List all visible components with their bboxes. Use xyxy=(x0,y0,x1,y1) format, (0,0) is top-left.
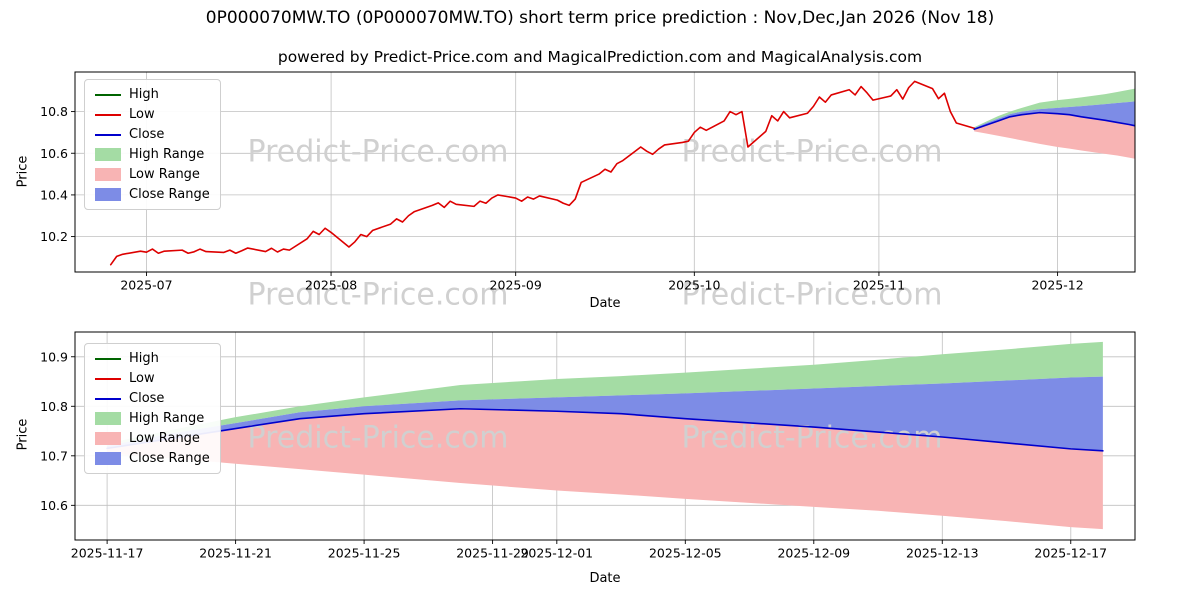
legend-label: Low xyxy=(129,107,155,122)
plot-border-chart1 xyxy=(74,331,1136,541)
bands-group-chart0 xyxy=(974,88,1135,159)
y-tick-label: 10.2 xyxy=(40,229,68,244)
x-tick-label: 2025-11-17 xyxy=(71,546,144,561)
legend-patch-swatch xyxy=(95,168,121,181)
low-range-band xyxy=(974,112,1135,159)
watermark-text: Predict-Price.com xyxy=(682,421,943,456)
legend-item-close: Close xyxy=(95,127,210,142)
legend-label: Close xyxy=(129,391,165,406)
legend-patch-swatch xyxy=(95,188,121,201)
legend-label: Low Range xyxy=(129,167,200,182)
y-tick-label: 10.9 xyxy=(40,349,68,364)
legend-item-close-range: Close Range xyxy=(95,187,210,202)
legend-label: High xyxy=(129,87,159,102)
legend-item-high: High xyxy=(95,351,210,366)
x-tick-label: 2025-12-17 xyxy=(1034,546,1107,561)
close-range-band xyxy=(107,376,1103,451)
top-chart-legend: High Low Close High Range Low Range Close Ran… xyxy=(84,79,221,210)
legend-label: Low Range xyxy=(129,431,200,446)
x-tick-label: 2025-11-25 xyxy=(328,546,401,561)
x-tick-label: 2025-12-05 xyxy=(649,546,722,561)
legend-item-close: Close xyxy=(95,391,210,406)
legend-line-swatch xyxy=(95,113,121,116)
y-tick-label: 10.6 xyxy=(40,498,68,513)
legend-line-swatch xyxy=(95,357,121,360)
y-tick-label: 10.7 xyxy=(40,448,68,463)
series-group-chart1 xyxy=(106,407,1104,452)
x-tick-label: 2025-12-13 xyxy=(906,546,979,561)
x-tick-label: 2025-12 xyxy=(1031,278,1083,293)
legend-patch-swatch xyxy=(95,452,121,465)
legend-item-low-range: Low Range xyxy=(95,167,210,182)
close-range-band xyxy=(974,101,1135,130)
legend-label: Close Range xyxy=(129,451,210,466)
x-tick-label: 2025-08 xyxy=(305,278,357,293)
high-range-band xyxy=(974,88,1135,129)
legend-line-swatch xyxy=(95,93,121,96)
high-range-band xyxy=(107,341,1103,446)
top-chart-ylabel: Price xyxy=(15,155,31,188)
close-series-line xyxy=(106,407,1104,452)
watermark-text: Predict-Price.com xyxy=(248,135,509,170)
legend-label: Close xyxy=(129,127,165,142)
legend-patch-swatch xyxy=(95,432,121,445)
legend-item-low-range: Low Range xyxy=(95,431,210,446)
legend-label: Close Range xyxy=(129,187,210,202)
y-tick-label: 10.8 xyxy=(40,399,68,414)
legend-item-low: Low xyxy=(95,107,210,122)
legend-item-high-range: High Range xyxy=(95,411,210,426)
bottom-chart-xlabel: Date xyxy=(589,571,621,586)
x-tick-label: 2025-12-09 xyxy=(777,546,850,561)
legend-item-close-range: Close Range xyxy=(95,451,210,466)
low-series-line xyxy=(109,80,976,266)
x-tick-label: 2025-12-01 xyxy=(520,546,593,561)
x-tick-label: 2025-11-21 xyxy=(199,546,272,561)
legend-item-high: High xyxy=(95,87,210,102)
chart-subtitle: powered by Predict-Price.com and Magical… xyxy=(277,48,923,66)
x-tick-label: 2025-10 xyxy=(668,278,720,293)
legend-patch-swatch xyxy=(95,412,121,425)
legend-line-swatch xyxy=(95,133,121,136)
legend-line-swatch xyxy=(95,377,121,380)
bottom-chart-legend: High Low Close High Range Low Range Close Ran… xyxy=(84,343,221,474)
top-chart-xlabel: Date xyxy=(589,296,621,311)
watermark-text: Predict-Price.com xyxy=(248,421,509,456)
watermark-text: Predict-Price.com xyxy=(682,278,943,313)
plot-border-chart0 xyxy=(74,71,1136,273)
legend-item-low: Low xyxy=(95,371,210,386)
legend-patch-swatch xyxy=(95,148,121,161)
legend-item-high-range: High Range xyxy=(95,147,210,162)
legend-label: High xyxy=(129,351,159,366)
bands-group-chart1 xyxy=(107,341,1103,530)
x-tick-label: 2025-09 xyxy=(490,278,542,293)
y-tick-label: 10.4 xyxy=(40,187,68,202)
x-tick-label: 2025-07 xyxy=(120,278,172,293)
legend-label: Low xyxy=(129,371,155,386)
bottom-chart-ylabel: Price xyxy=(15,418,31,451)
y-tick-label: 10.6 xyxy=(40,146,68,161)
series-group-chart0 xyxy=(109,80,1135,266)
chart-title: 0P000070MW.TO (0P000070MW.TO) short term… xyxy=(205,8,995,28)
y-tick-label: 10.8 xyxy=(40,104,68,119)
watermark-text: Predict-Price.com xyxy=(682,135,943,170)
close-series-line xyxy=(973,111,1135,131)
x-tick-label: 2025-11 xyxy=(853,278,905,293)
legend-line-swatch xyxy=(95,397,121,400)
low-range-band xyxy=(107,408,1103,530)
legend-label: High Range xyxy=(129,147,205,162)
x-tick-label: 2025-11-29 xyxy=(456,546,529,561)
plot-area-chart0 xyxy=(75,72,1135,272)
legend-label: High Range xyxy=(129,411,205,426)
watermark-text: Predict-Price.com xyxy=(248,278,509,313)
